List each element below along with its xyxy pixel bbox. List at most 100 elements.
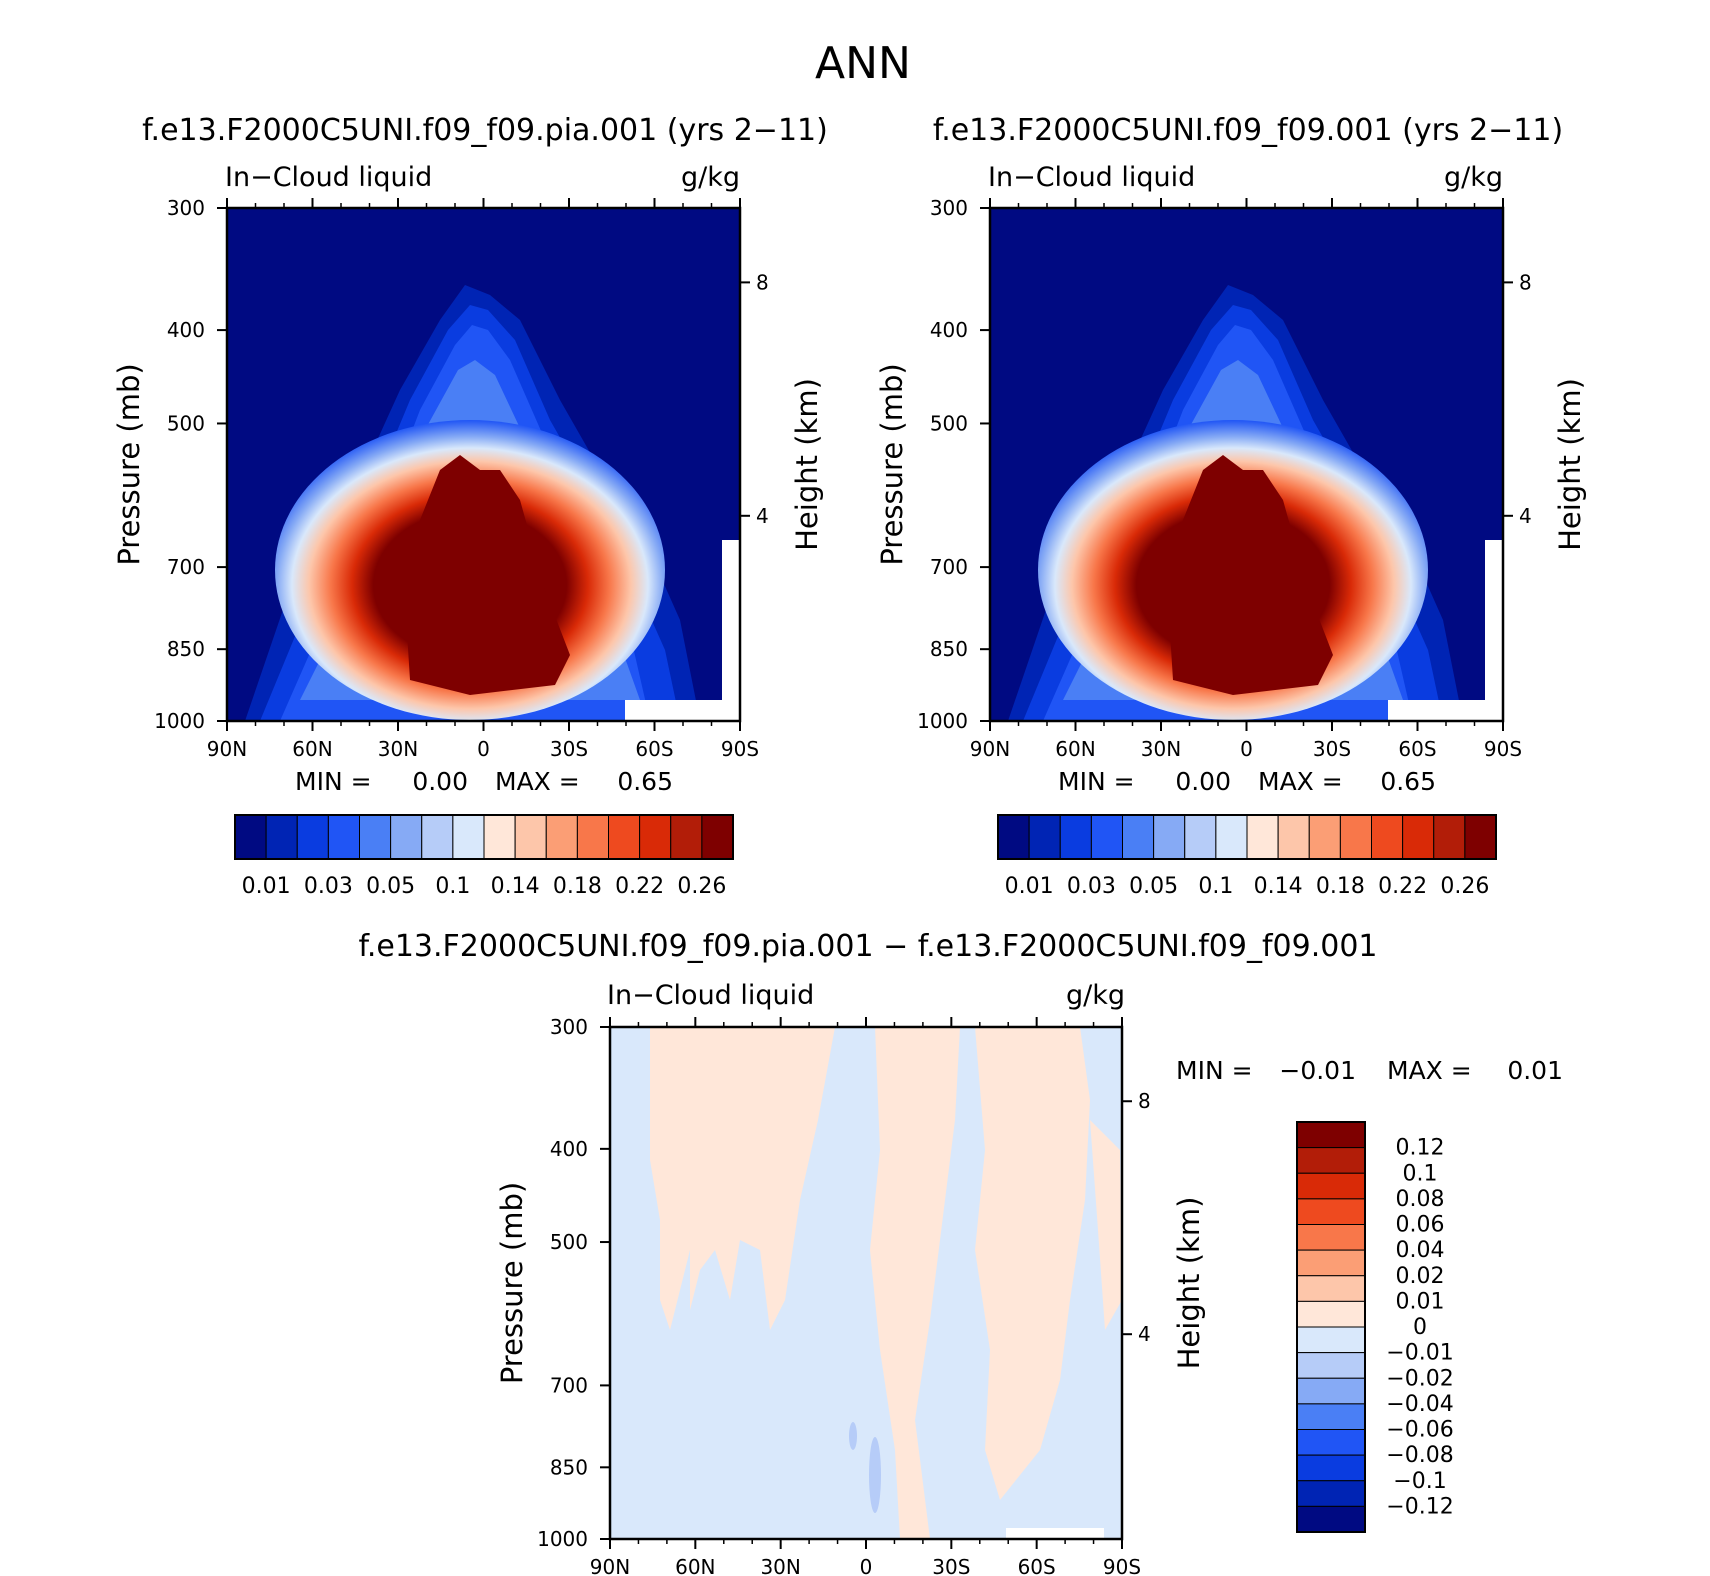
colorbar-label: 0.08 [1396, 1187, 1445, 1212]
y2-tick-label: 8 [1519, 270, 1532, 294]
colorbar-swatch [576, 814, 609, 860]
contour-band-0.26 [405, 455, 570, 695]
colorbar-swatch [1296, 1326, 1366, 1354]
y2-axis-title: Height (km) [1172, 1197, 1206, 1370]
y-tick-label: 850 [550, 1455, 588, 1479]
colorbar-swatch [1296, 1480, 1366, 1507]
colorbar-swatch [670, 814, 703, 860]
colorbar-swatch [1296, 1147, 1366, 1174]
colorbar-label: 0.18 [1316, 874, 1365, 899]
colorbar-label: 0.18 [553, 874, 602, 899]
colorbar-label: 0.02 [1396, 1264, 1445, 1289]
colorbar-label: 0.03 [1067, 874, 1116, 899]
page-title: ANN [815, 38, 911, 89]
stat-max-label: MAX = [1258, 767, 1343, 796]
colorbar-swatch [359, 814, 392, 860]
negative-spot-2 [849, 1422, 857, 1450]
x-tick-label: 60S [1018, 1555, 1056, 1576]
y2-tick-label: 4 [756, 504, 769, 528]
colorbar-label: −0.02 [1386, 1366, 1453, 1391]
y2-axis-title: Height (km) [1553, 378, 1587, 551]
y-tick-label: 850 [930, 637, 968, 661]
colorbar-swatch [639, 814, 672, 860]
panel-title: f.e13.F2000C5UNI.f09_f09.001 (yrs 2−11) [933, 113, 1563, 148]
contour-band-0.26 [1168, 455, 1333, 695]
colorbar-label: 0.03 [304, 874, 353, 899]
panel-top-left: f.e13.F2000C5UNI.f09_f09.pia.001 (yrs 2−… [112, 113, 828, 761]
y-tick-label: 1000 [537, 1527, 588, 1551]
panel-title: f.e13.F2000C5UNI.f09_f09.pia.001 (yrs 2−… [142, 113, 828, 148]
colorbar-swatch [1296, 1198, 1366, 1225]
colorbar: 0.120.10.080.060.040.020.010−0.01−0.02−0… [1296, 1121, 1454, 1533]
colorbar-label: 0.1 [1198, 874, 1233, 899]
stats-top-left: MIN = 0.00 MAX = 0.65 [295, 767, 673, 796]
colorbar-label: 0.26 [677, 874, 726, 899]
surface-mask [625, 700, 730, 721]
x-tick-label: 90N [970, 737, 1010, 761]
colorbar-label: −0.01 [1386, 1341, 1453, 1366]
stat-min-value: 0.00 [1175, 767, 1231, 796]
colorbar-swatch [452, 814, 485, 860]
y-tick-label: 850 [167, 637, 205, 661]
colorbar-label: 0.04 [1396, 1238, 1445, 1263]
x-tick-label: 0 [1240, 737, 1253, 761]
axes: 90N 60N 30N 0 30S 60S 90S 300 400 500 700 850 1000 8 4… [112, 196, 824, 761]
colorbar-swatch [1296, 1224, 1366, 1251]
positive-region-center [870, 1027, 960, 1539]
surface-mask [1006, 1528, 1104, 1539]
colorbar-swatch [1028, 814, 1061, 860]
colorbar-swatch [1296, 1429, 1366, 1456]
colorbar-swatch [1215, 814, 1248, 860]
stat-max-value: 0.65 [1380, 767, 1436, 796]
colorbar-frame [1296, 1121, 1366, 1533]
colorbar-swatch [1402, 814, 1435, 860]
y-axis-title: Pressure (mb) [495, 1182, 529, 1384]
units-label: g/kg [681, 162, 740, 193]
colorbar-label: 0.12 [1396, 1136, 1445, 1161]
colorbar-label: −0.06 [1386, 1418, 1453, 1443]
colorbar-swatch [234, 814, 267, 860]
units-label: g/kg [1444, 162, 1503, 193]
colorbar-swatch [1246, 814, 1279, 860]
x-tick-label: 30S [550, 737, 588, 761]
colorbar: 0.01 0.03 0.05 0.1 0.14 0.18 0.22 0.26 [234, 814, 734, 899]
positive-region-east [975, 1027, 1090, 1500]
variable-label: In−Cloud liquid [225, 162, 432, 193]
variable-label: In−Cloud liquid [607, 980, 814, 1011]
x-tick-label: 60N [675, 1555, 715, 1576]
x-tick-label: 0 [860, 1555, 873, 1576]
colorbar-label: 0.06 [1396, 1213, 1445, 1238]
y-tick-label: 300 [167, 196, 205, 220]
colorbar-label: 0 [1413, 1315, 1427, 1340]
variable-label: In−Cloud liquid [988, 162, 1195, 193]
colorbar-label: 0.26 [1440, 874, 1489, 899]
colorbar-label: 0.22 [615, 874, 664, 899]
colorbar-swatch [1059, 814, 1092, 860]
colorbar-swatch [608, 814, 641, 860]
colorbar-swatch [1296, 1505, 1366, 1533]
colorbar-swatch [1433, 814, 1466, 860]
negative-spot-1 [869, 1437, 881, 1513]
colorbar-label: −0.04 [1386, 1392, 1453, 1417]
stat-min-label: MIN = [1176, 1056, 1253, 1085]
y2-tick-label: 8 [756, 270, 769, 294]
colorbar-swatch [1090, 814, 1123, 860]
x-tick-label: 30N [760, 1555, 800, 1576]
colorbar-swatch [1153, 814, 1186, 860]
colorbar-swatch [1371, 814, 1404, 860]
colorbar-swatch [296, 814, 329, 860]
units-label: g/kg [1066, 980, 1125, 1011]
stat-min-label: MIN = [1058, 767, 1135, 796]
colorbar-swatch [1122, 814, 1155, 860]
surface-edge [1485, 540, 1503, 721]
y-tick-label: 400 [167, 318, 205, 342]
colorbar-swatch [1464, 814, 1497, 860]
y2-tick-label: 4 [1519, 504, 1532, 528]
colorbar-frame [234, 814, 734, 860]
y-tick-label: 300 [930, 196, 968, 220]
colorbar-label: 0.22 [1378, 874, 1427, 899]
y2-tick-label: 4 [1138, 1322, 1151, 1346]
stat-max-value: 0.65 [617, 767, 673, 796]
colorbar-swatch [1296, 1403, 1366, 1430]
colorbar-swatch [1296, 1249, 1366, 1277]
